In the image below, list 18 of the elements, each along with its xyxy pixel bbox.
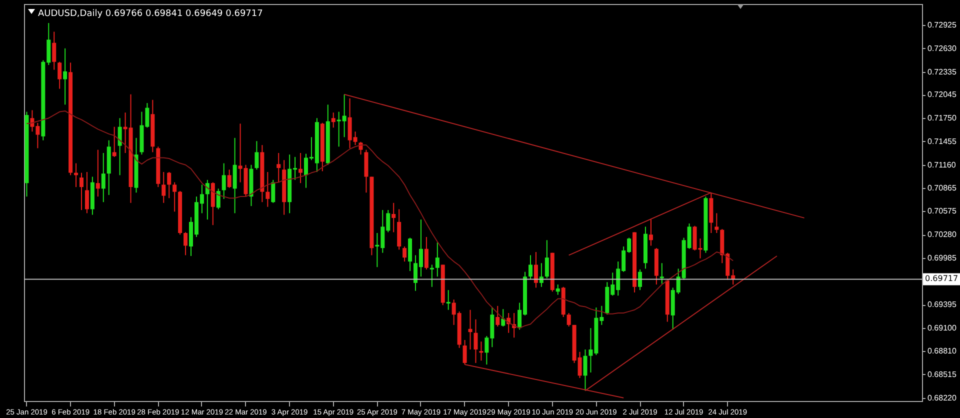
y-tick-label: 0.69100: [928, 324, 957, 333]
y-tick-label: 0.71160: [928, 160, 956, 170]
y-tick-label: 0.71455: [928, 136, 957, 146]
ref-line-label: 0.69717: [925, 274, 958, 284]
y-tick-label: 0.70280: [928, 230, 957, 240]
y-tick-label: 0.72925: [928, 20, 957, 30]
y-tick-label: 0.68220: [928, 393, 957, 402]
y-tick-label: 0.71750: [928, 114, 957, 123]
y-tick-label: 0.69395: [928, 300, 957, 310]
y-tick-label: 0.69985: [928, 253, 957, 262]
y-tick-label: 0.72045: [928, 90, 957, 100]
text: AUDUSD,Daily 0.69766 0.69841 0.69649 0.69717: [38, 9, 263, 19]
y-tick-label: 0.72630: [928, 44, 957, 53]
y-tick-label: 0.68810: [928, 346, 957, 356]
y-tick-label: 0.70575: [928, 206, 957, 216]
y-tick-label: 0.72335: [928, 67, 957, 76]
y-tick-label: 0.68515: [928, 370, 957, 379]
y-tick-label: 0.70865: [928, 184, 957, 193]
